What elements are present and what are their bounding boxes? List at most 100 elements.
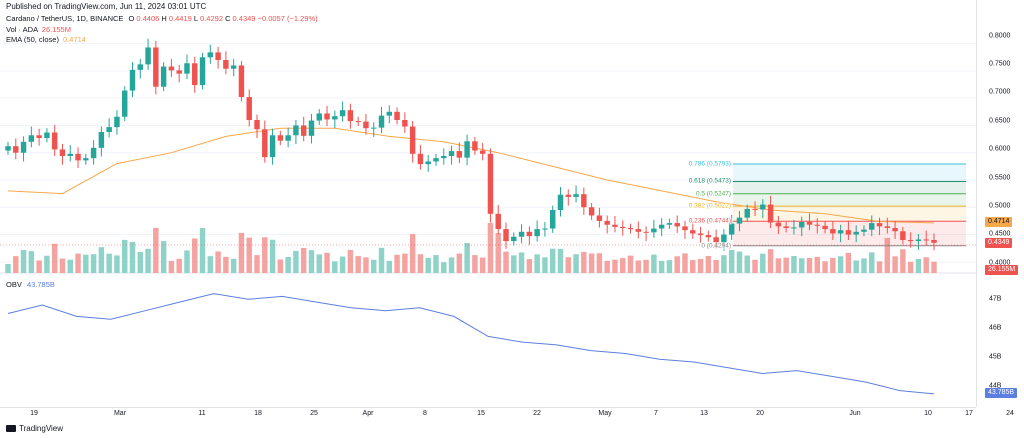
candle-body — [464, 141, 470, 158]
volume-bar — [456, 253, 463, 273]
candle-body — [441, 156, 447, 159]
price-tick: 0.5500 — [989, 174, 1011, 182]
volume-bar — [861, 258, 867, 273]
fib-zone — [733, 193, 966, 207]
volume-bar — [28, 251, 35, 273]
obv-legend[interactable]: OBV 43.785B — [6, 280, 55, 289]
volume-bar — [168, 260, 175, 273]
volume-bar — [674, 256, 680, 273]
tradingview-logo[interactable]: TradingView — [6, 424, 63, 433]
fib-zone — [733, 181, 966, 194]
time-axis[interactable]: 19 Mar 11 18 25 Apr 8 15 22 May 7 13 20 … — [0, 407, 1014, 422]
volume-bar — [230, 258, 237, 273]
candle-body — [923, 239, 929, 241]
volume-bar — [783, 257, 789, 273]
candle-body — [915, 239, 922, 242]
high-label: H — [161, 14, 167, 23]
candle-body — [145, 47, 151, 65]
ema-legend[interactable]: EMA (50, close) 0.4714 — [6, 35, 86, 44]
candle-body — [425, 161, 431, 165]
candle-body — [59, 149, 66, 156]
volume-bar — [744, 255, 750, 273]
volume-bar — [192, 238, 198, 273]
price-chart[interactable] — [0, 0, 976, 407]
price-tick: 0.8000 — [989, 32, 1011, 40]
candle-body — [215, 52, 221, 60]
candle-body — [627, 228, 634, 230]
candle-body — [721, 234, 727, 243]
volume-bar — [223, 256, 229, 273]
high-value: 0.4419 — [168, 14, 192, 23]
volume-bar — [775, 258, 782, 273]
candle-body — [620, 226, 626, 228]
candle-body — [674, 223, 680, 227]
volume-bar — [308, 250, 315, 273]
volume-bar — [5, 264, 11, 273]
volume-bar — [433, 255, 439, 273]
candle-body — [588, 207, 595, 216]
volume-bar — [36, 260, 42, 273]
candle-body — [697, 233, 704, 236]
time-tick: Apr — [362, 410, 374, 417]
time-tick: 13 — [700, 410, 708, 417]
candle-body — [604, 220, 610, 225]
volume-bar — [697, 258, 704, 273]
open-value: 0.4406 — [136, 14, 160, 23]
volume-bar — [620, 258, 626, 273]
price-tick: 0.4000 — [989, 259, 1011, 267]
candle-body — [308, 120, 315, 136]
candle-body — [386, 111, 393, 116]
volume-bar — [721, 255, 727, 273]
volume-bar — [573, 254, 579, 273]
volume-bar — [658, 260, 665, 273]
published-caption: Published on TradingView.com, Jun 11, 20… — [6, 2, 207, 11]
volume-bar — [215, 251, 221, 273]
volume-bar — [371, 259, 377, 273]
candle-body — [409, 126, 416, 154]
candle-body — [900, 231, 906, 240]
candle-body — [713, 237, 719, 243]
obv-axis[interactable]: 47B 46B 45B 44B 43.785B — [976, 273, 1024, 407]
obv-tag: 43.785B — [985, 388, 1018, 398]
candle-body — [752, 208, 758, 210]
volume-bar — [495, 233, 501, 273]
candle-body — [767, 204, 774, 223]
time-tick: 7 — [654, 410, 658, 417]
fib-level-label: 0 (0.4294) — [700, 242, 732, 250]
candle-body — [565, 194, 571, 197]
volume-bar — [876, 261, 883, 273]
symbol-name[interactable]: Cardano / TetherUS, 1D, BINANCE — [6, 14, 124, 23]
time-tick: 19 — [30, 410, 38, 417]
price-axis[interactable]: 0.8000 0.7500 0.7000 0.6500 0.6000 0.550… — [976, 0, 1024, 275]
candle-body — [121, 90, 128, 117]
volume-bar — [160, 241, 167, 273]
volume-bar — [277, 259, 284, 273]
volume-bar — [448, 257, 455, 273]
candle-body — [355, 121, 361, 123]
volume-bar — [59, 258, 66, 273]
volume-bar — [137, 252, 144, 273]
candle-body — [44, 132, 50, 138]
candle-body — [5, 146, 11, 151]
tv-logo-icon — [6, 425, 16, 433]
candle-body — [876, 223, 883, 227]
volume-bar — [472, 255, 478, 273]
volume-label: Vol · ADA — [6, 25, 38, 34]
volume-legend[interactable]: Vol · ADA 26.155M — [6, 25, 71, 34]
candle-body — [363, 121, 369, 129]
candle-body — [324, 113, 330, 120]
volume-bar — [262, 237, 268, 273]
volume-bar — [153, 227, 159, 273]
fib-retracement[interactable] — [733, 163, 966, 247]
volume-bar — [923, 257, 929, 273]
volume-bar — [651, 254, 657, 273]
candle-body — [230, 65, 237, 69]
candle-body — [293, 125, 299, 136]
candle-body — [744, 208, 750, 218]
volume-bar — [690, 260, 696, 273]
candle-body — [51, 132, 58, 150]
volume-bar — [557, 248, 564, 273]
volume-bar — [713, 259, 719, 273]
candles — [5, 38, 937, 251]
volume-bar — [106, 253, 112, 273]
